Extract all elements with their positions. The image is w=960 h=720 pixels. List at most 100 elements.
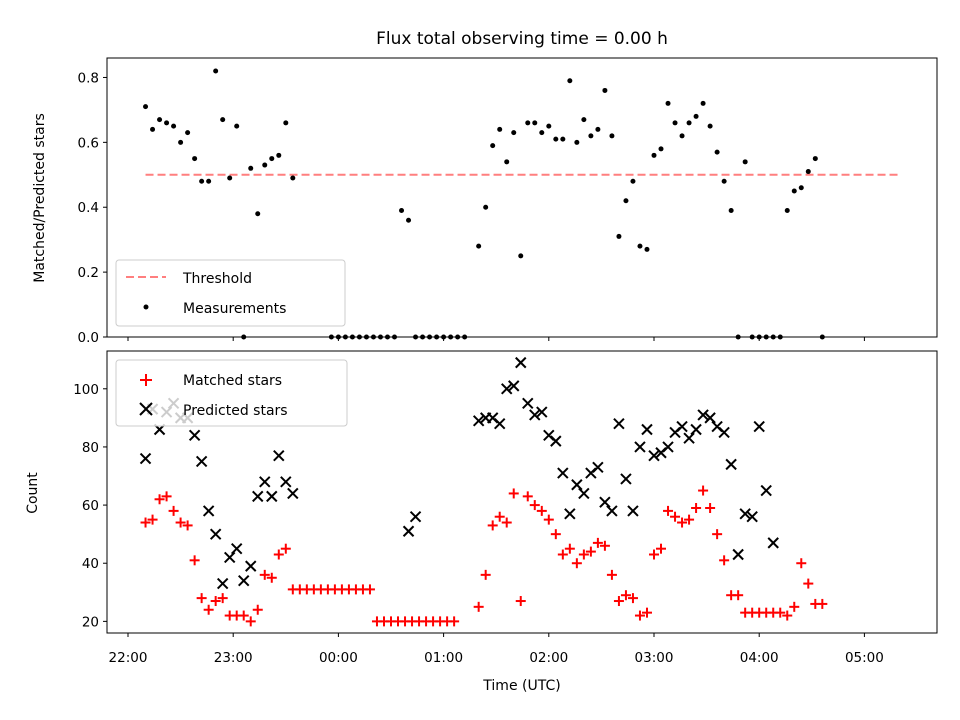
legend-threshold-label: Threshold [182, 271, 252, 287]
measurement-point [560, 136, 566, 142]
matched-star-point [473, 601, 484, 612]
top-legend: Threshold Measurements [115, 259, 346, 327]
bottom-y-ticks: 20 40 60 80 100 [73, 382, 107, 630]
x-tick-label: 23:00 [214, 650, 253, 666]
measurement-point [672, 120, 678, 126]
measurement-point [192, 156, 198, 162]
predicted-star-point [718, 426, 730, 439]
matched-star-point [508, 488, 519, 499]
predicted-star-point [557, 467, 569, 479]
x-tick-label: 01:00 [424, 650, 463, 666]
matched-star-point [712, 529, 723, 540]
y-tick-label: 80 [82, 440, 99, 456]
matched-star-point [364, 584, 375, 595]
measurement-point [532, 120, 538, 126]
predicted-star-point [697, 409, 709, 421]
measurement-point [546, 123, 552, 129]
measurement-point [384, 334, 390, 340]
measurement-point [567, 78, 573, 84]
y-tick-label: 60 [82, 498, 99, 514]
measurement-point [185, 130, 191, 136]
measurement-point [455, 334, 461, 340]
bottom-legend-box [115, 359, 348, 427]
measurement-point [448, 334, 454, 340]
predicted-star-point [564, 508, 576, 520]
measurement-point [651, 152, 657, 158]
measurement-point [756, 334, 762, 340]
predicted-star-point [550, 435, 562, 447]
measurement-point [255, 211, 261, 217]
chart-title: Flux total observing time = 0.00 h [376, 29, 668, 49]
x-tick-label: 03:00 [635, 650, 674, 666]
measurement-point [328, 334, 334, 340]
matched-star-point [522, 491, 533, 502]
matched-star-point [494, 511, 505, 522]
measurement-point [791, 188, 797, 194]
measurement-point [370, 334, 376, 340]
measurement-point [553, 136, 559, 142]
predicted-star-point [648, 449, 660, 462]
measurement-point [206, 178, 212, 184]
measurement-point [420, 334, 426, 340]
matched-star-point [529, 500, 540, 511]
top-y-axis-label: Matched/Predicted stars [32, 113, 48, 283]
measurement-point [623, 198, 629, 204]
measurement-point [574, 139, 580, 145]
matched-star-point [259, 569, 270, 580]
measurement-point [539, 130, 545, 136]
matched-star-point [501, 517, 512, 528]
x-tick-label: 00:00 [319, 650, 358, 666]
measurement-point [511, 130, 517, 136]
predicted-star-point [259, 476, 271, 488]
measurement-point [178, 139, 184, 145]
matched-star-point [599, 540, 610, 551]
matched-star-point [649, 549, 659, 560]
measurement-point [342, 334, 348, 340]
measurement-point [234, 123, 240, 129]
matched-star-point [557, 549, 568, 560]
matched-star-point [691, 502, 702, 513]
measurement-point [777, 334, 783, 340]
measurement-point [157, 117, 163, 123]
matched-star-point [670, 511, 681, 522]
measurement-point [686, 120, 692, 126]
matched-star-point [252, 604, 263, 615]
matched-star-point [280, 543, 291, 554]
predicted-star-point [522, 397, 534, 410]
matched-star-point [698, 485, 709, 496]
predicted-star-point [501, 383, 513, 395]
bottom-legend: Matched stars Predicted stars [115, 359, 348, 427]
measurement-point [819, 334, 825, 340]
measurement-point [644, 246, 650, 252]
predicted-star-point [409, 511, 422, 523]
predicted-star-point [202, 505, 215, 517]
measurement-point [602, 87, 608, 93]
x-tick-label: 04:00 [740, 650, 779, 666]
measurement-point [427, 334, 433, 340]
matched-star-point [634, 610, 645, 621]
measurement-point [406, 217, 412, 223]
measurement-point [742, 159, 748, 165]
top-legend-box [115, 259, 346, 327]
predicted-star-point [760, 484, 772, 497]
predicted-star-point [599, 496, 611, 508]
measurement-point [735, 334, 741, 340]
legend-measurements-swatch [143, 304, 149, 310]
matched-star-point [585, 546, 596, 557]
matched-star-point [571, 558, 582, 569]
measurement-point [363, 334, 369, 340]
measurement-point [812, 156, 818, 162]
predicted-star-point [508, 380, 520, 392]
measurement-point [227, 175, 233, 181]
measurement-point [220, 117, 226, 123]
legend-predicted-swatch [139, 402, 153, 416]
measurement-point [581, 117, 587, 123]
predicted-star-point [245, 560, 257, 572]
measurement-point [518, 253, 524, 259]
matched-star-point [273, 549, 284, 560]
predicted-star-point [209, 528, 222, 540]
top-panel: Matched/Predicted stars 0.00.20.40.60.8 … [32, 57, 938, 346]
predicted-star-point [223, 551, 236, 564]
matched-star-point [487, 520, 498, 531]
